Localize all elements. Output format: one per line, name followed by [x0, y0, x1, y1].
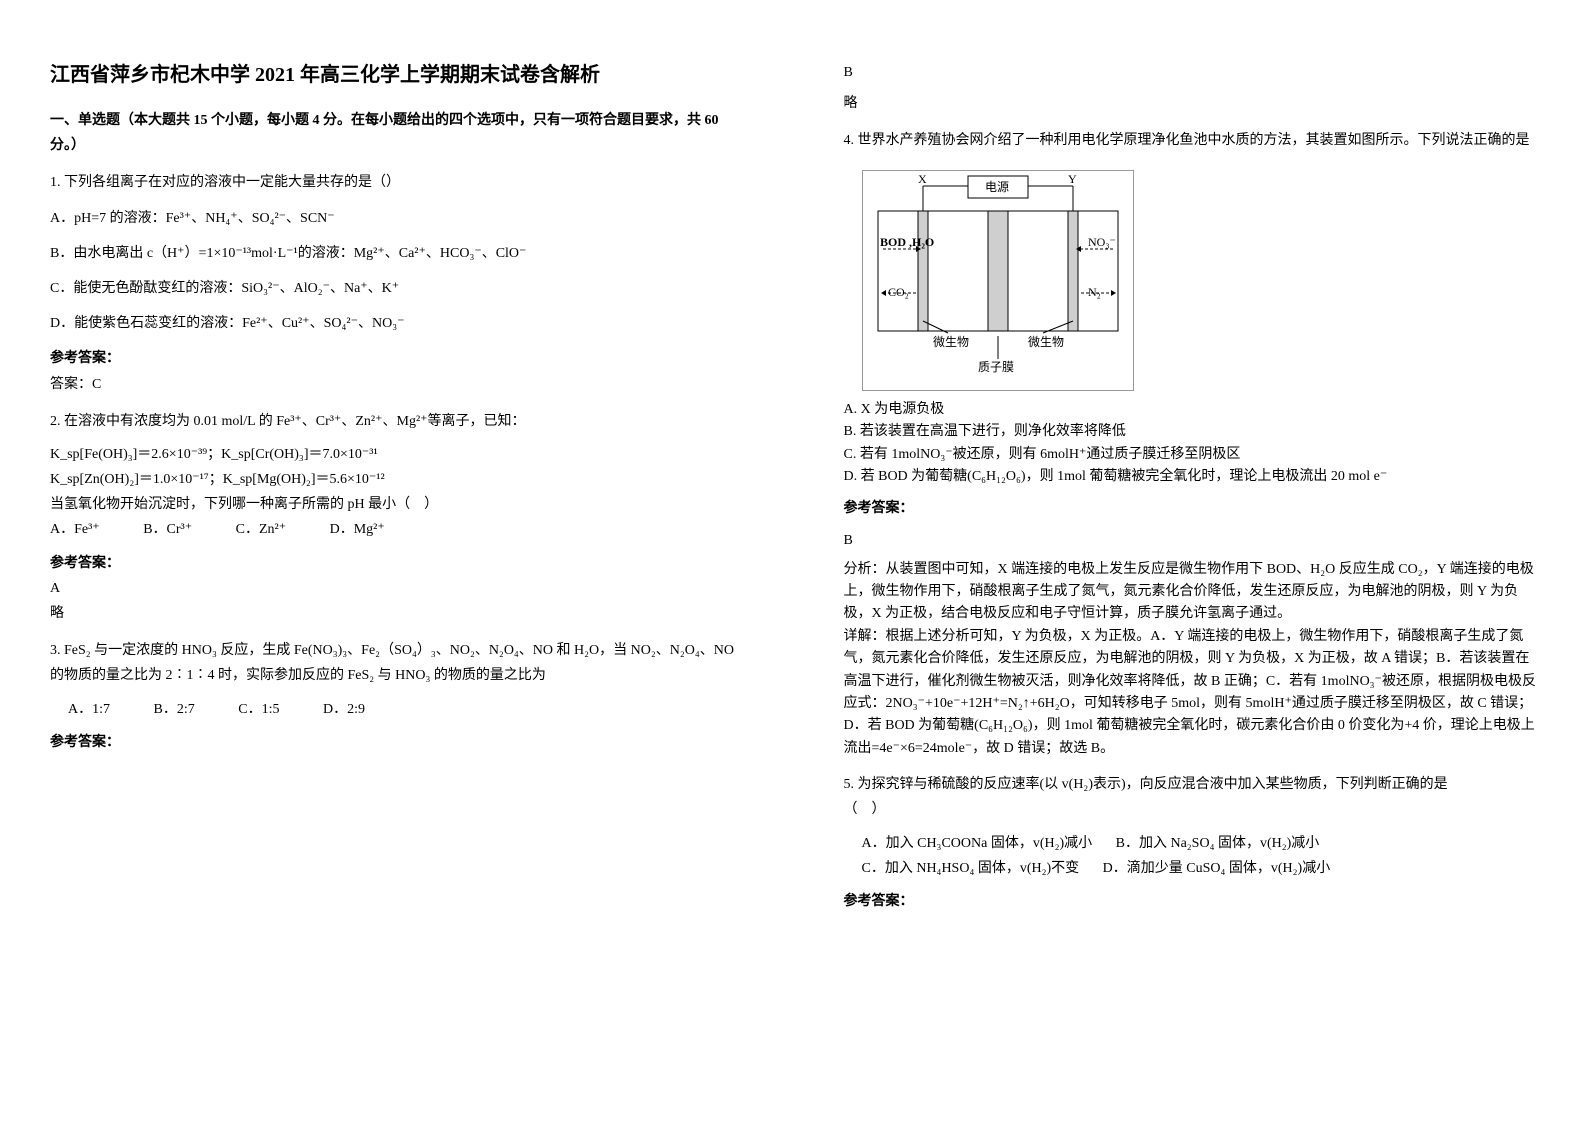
q2-brief: 略 [50, 601, 744, 626]
q4-analysis-2: 详解：根据上述分析可知，Y 为负极，X 为正极。A．Y 端连接的电极上，微生物作… [844, 626, 1538, 760]
page-title: 江西省萍乡市杞木中学 2021 年高三化学上学期期末试卷含解析 [50, 60, 744, 90]
q4-opt-c: C. 若有 1molNO₃⁻被还原，则有 6molH⁺通过质子膜迁移至阴极区 [844, 444, 1538, 466]
fig-left-bio: 微生物 [933, 335, 969, 349]
q3-opt-d: D．2:9 [323, 702, 365, 717]
fig-membrane-label: 质子膜 [978, 360, 1014, 374]
q2-stem: 2. 在溶液中有浓度均为 0.01 mol/L 的 Fe³⁺、Cr³⁺、Zn²⁺… [50, 409, 744, 434]
q5-answer-label: 参考答案： [844, 889, 1538, 914]
fig-no3-label: NO₃⁻ [1088, 235, 1116, 249]
q2-answer-label: 参考答案： [50, 551, 744, 576]
fig-power-label: 电源 [985, 180, 1009, 194]
q4-answer: B [844, 528, 1538, 553]
q5-opt-c: C．加入 NH₄HSO₄ 固体，v(H₂)不变 [862, 861, 1080, 876]
q1-opt-a: A．pH=7 的溶液：Fe³⁺、NH₄⁺、SO₄²⁻、SCN⁻ [50, 206, 744, 231]
q3-answer-label: 参考答案： [50, 730, 744, 755]
q2-ksp-1: K_sp[Fe(OH)₃]＝2.6×10⁻³⁹；K_sp[Cr(OH)₃]＝7.… [50, 442, 744, 467]
q3-stem: 3. FeS₂ 与一定浓度的 HNO₃ 反应，生成 Fe(NO₃)₃、Fe₂（S… [50, 638, 744, 688]
q1-answer: 答案：C [50, 372, 744, 397]
q4-analysis-1: 分析：从装置图中可知，X 端连接的电极上发生反应是微生物作用下 BOD、H₂O … [844, 559, 1538, 626]
q2-opt-c: C．Zn²⁺ [236, 522, 286, 537]
q3-opt-b: B．2:7 [154, 702, 195, 717]
q3-options: A．1:7 B．2:7 C．1:5 D．2:9 [50, 697, 744, 722]
q1-opt-c: C．能使无色酚酞变红的溶液：SiO₃²⁻、AlO₂⁻、Na⁺、K⁺ [50, 276, 744, 301]
section-1-heading: 一、单选题（本大题共 15 个小题，每小题 4 分。在每小题给出的四个选项中，只… [50, 108, 744, 158]
q1-opt-d: D．能使紫色石蕊变红的溶液：Fe²⁺、Cu²⁺、SO₄²⁻、NO₃⁻ [50, 311, 744, 336]
q3-opt-c: C．1:5 [238, 702, 279, 717]
fig-right-bio: 微生物 [1028, 335, 1064, 349]
q2-substem: 当氢氧化物开始沉淀时，下列哪一种离子所需的 pH 最小（ ） [50, 492, 744, 517]
q5-opt-d: D．滴加少量 CuSO₄ 固体，v(H₂)减小 [1103, 861, 1331, 876]
fig-co2-label: CO₂ [888, 285, 909, 299]
q2-opt-d: D．Mg²⁺ [330, 522, 385, 537]
q2-ksp-2: K_sp[Zn(OH)₂]＝1.0×10⁻¹⁷；K_sp[Mg(OH)₂]＝5.… [50, 467, 744, 492]
q2-opt-b: B．Cr³⁺ [143, 522, 192, 537]
q2-answer: A [50, 576, 744, 601]
q4-opt-d: D. 若 BOD 为葡萄糖(C₆H₁₂O₆)，则 1mol 葡萄糖被完全氧化时，… [844, 466, 1538, 488]
fig-bod-label: BOD ,H₂O [880, 235, 934, 249]
q1-opt-b: B．由水电离出 c（H⁺）=1×10⁻¹³mol·L⁻¹的溶液：Mg²⁺、Ca²… [50, 241, 744, 266]
right-column: B 略 4. 世界水产养殖协会网介绍了一种利用电化学原理净化鱼池中水质的方法，其… [794, 0, 1587, 1122]
fig-x-label: X [918, 172, 927, 186]
left-column: 江西省萍乡市杞木中学 2021 年高三化学上学期期末试卷含解析 一、单选题（本大… [0, 0, 794, 1122]
q2-opt-a: A．Fe³⁺ [50, 522, 100, 537]
q4-stem: 4. 世界水产养殖协会网介绍了一种利用电化学原理净化鱼池中水质的方法，其装置如图… [844, 128, 1538, 153]
q1-answer-label: 参考答案： [50, 346, 744, 371]
q5-opt-b: B．加入 Na₂SO₄ 固体，v(H₂)减小 [1116, 836, 1320, 851]
q4-figure: X Y 电源 BOD ,H₂O CO₂ NO₃⁻ N₂ 微生物 [862, 170, 1134, 391]
q5-row-1: A．加入 CH₃COONa 固体，v(H₂)减小 B．加入 Na₂SO₄ 固体，… [844, 831, 1538, 856]
q5-stem: 5. 为探究锌与稀硫酸的反应速率(以 v(H₂)表示)，向反应混合液中加入某些物… [844, 772, 1538, 822]
q4-answer-label: 参考答案： [844, 496, 1538, 521]
right-top-b: B [844, 60, 1538, 85]
q3-opt-a: A．1:7 [68, 702, 110, 717]
q4-opt-a: A. X 为电源负极 [844, 399, 1538, 421]
fig-y-label: Y [1068, 172, 1077, 186]
right-top-brief: 略 [844, 91, 1538, 116]
fig-n2-label: N₂ [1088, 285, 1101, 299]
q5-opt-a: A．加入 CH₃COONa 固体，v(H₂)减小 [862, 836, 1093, 851]
q2-options: A．Fe³⁺ B．Cr³⁺ C．Zn²⁺ D．Mg²⁺ [50, 517, 744, 542]
q1-stem: 1. 下列各组离子在对应的溶液中一定能大量共存的是（） [50, 170, 744, 195]
q4-opt-b: B. 若该装置在高温下进行，则净化效率将降低 [844, 421, 1538, 443]
q5-row-2: C．加入 NH₄HSO₄ 固体，v(H₂)不变 D．滴加少量 CuSO₄ 固体，… [844, 856, 1538, 881]
